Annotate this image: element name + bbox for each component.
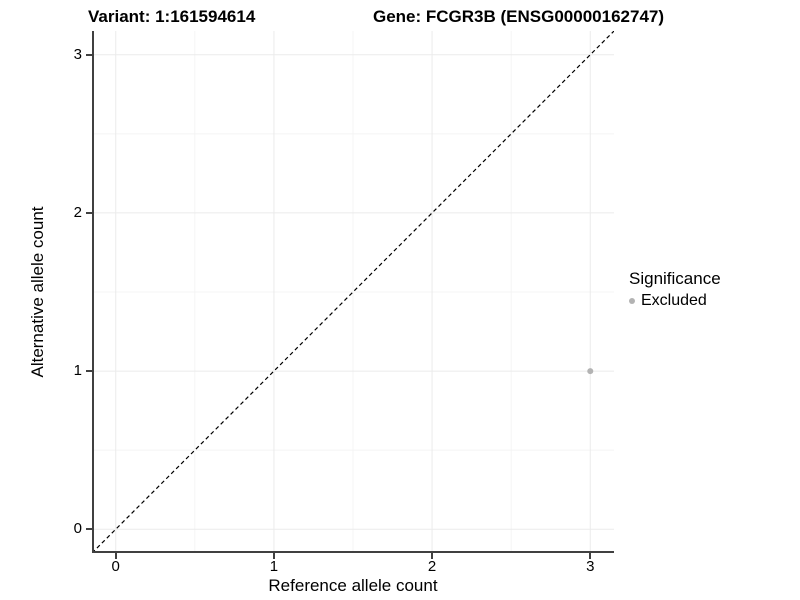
x-axis-tick-label: 2 bbox=[427, 558, 437, 575]
plot-panel bbox=[92, 31, 614, 553]
legend-item: Excluded bbox=[629, 292, 721, 310]
legend-item-label: Excluded bbox=[641, 292, 707, 309]
plot-title-gene: Gene: FCGR3B (ENSG00000162747) bbox=[373, 7, 665, 26]
y-axis-tick-label: 1 bbox=[73, 362, 82, 380]
x-axis-tick bbox=[114, 553, 117, 559]
x-axis-tick bbox=[431, 553, 434, 559]
y-axis-tick-label: 0 bbox=[73, 520, 82, 538]
x-axis-tick-label: 1 bbox=[269, 558, 279, 575]
y-axis-tick bbox=[86, 528, 92, 531]
legend-title: Significance bbox=[629, 269, 721, 288]
x-axis-label: Reference allele count bbox=[268, 576, 438, 595]
x-axis-tick bbox=[272, 553, 275, 559]
x-axis-tick bbox=[589, 553, 592, 559]
y-axis-label: Alternative allele count bbox=[28, 206, 47, 378]
plot-area bbox=[92, 31, 614, 553]
plot-title-variant: Variant: 1:161594614 bbox=[88, 7, 256, 26]
data-point bbox=[587, 368, 594, 375]
legend-point-icon bbox=[629, 298, 635, 304]
y-axis-tick-label: 2 bbox=[73, 203, 82, 221]
y-axis-tick-label: 3 bbox=[73, 45, 82, 63]
legend: Significance Excluded bbox=[629, 269, 721, 310]
y-axis-tick bbox=[86, 53, 92, 56]
y-axis-tick bbox=[86, 211, 92, 214]
x-axis-tick-label: 3 bbox=[586, 558, 595, 575]
x-axis-tick-label: 0 bbox=[111, 558, 120, 575]
y-axis-tick bbox=[86, 370, 92, 373]
legend-items: Excluded bbox=[629, 292, 721, 310]
